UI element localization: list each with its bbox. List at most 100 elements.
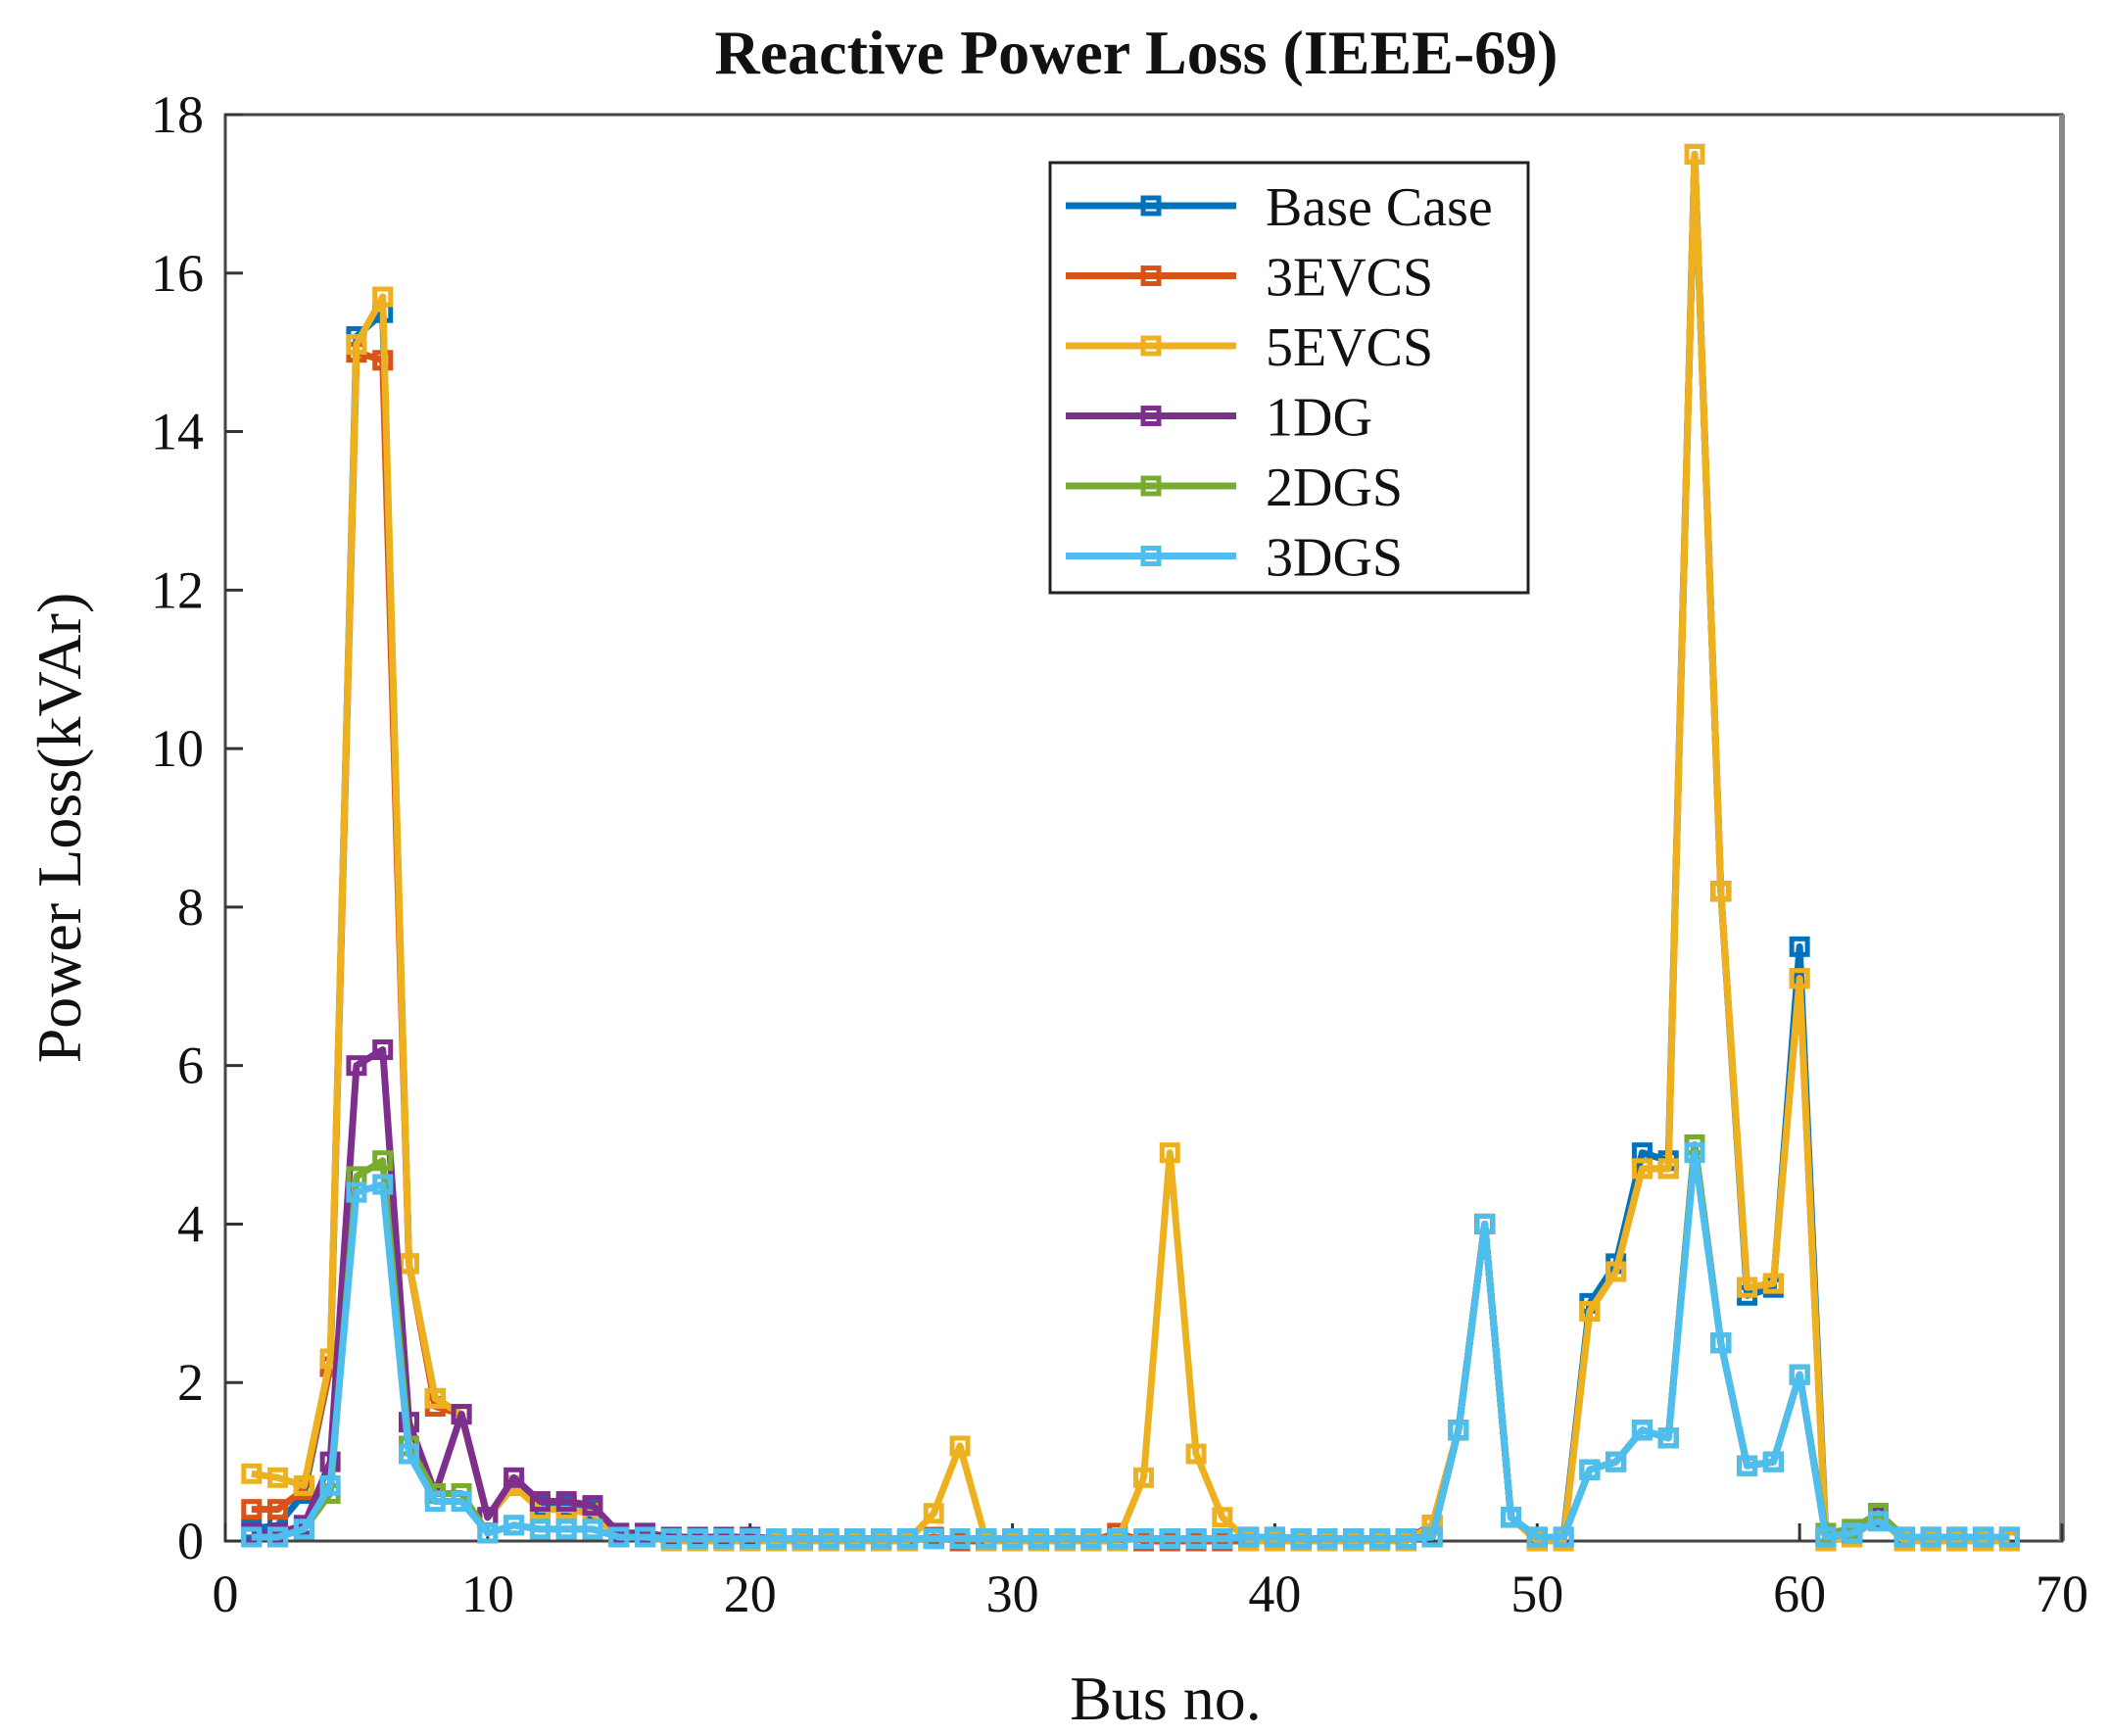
data-point <box>1107 1528 1128 1550</box>
data-point <box>660 1528 682 1550</box>
data-point <box>1054 1528 1076 1550</box>
data-point <box>1710 1332 1732 1354</box>
axis-ticks: 0 10 20 30 40 50 60 70 0 2 4 6 8 10 12 14 16 18 <box>151 85 2088 1623</box>
legend-marker <box>1140 265 1162 286</box>
data-point <box>766 1528 787 1550</box>
x-tick-label: 50 <box>1510 1565 1563 1623</box>
data-point <box>923 1528 944 1550</box>
data-point <box>582 1519 603 1540</box>
data-point <box>503 1515 525 1536</box>
data-point <box>1579 1300 1601 1322</box>
legend-entry: 2DGS <box>1066 458 1403 518</box>
data-point <box>399 1443 419 1465</box>
data-point <box>1631 1420 1653 1441</box>
data-point <box>1028 1528 1049 1550</box>
data-point <box>1080 1528 1102 1550</box>
data-point <box>791 1528 813 1550</box>
series-line <box>251 1149 2010 1543</box>
data-point <box>267 1467 289 1488</box>
data-point <box>1789 968 1810 989</box>
data-point <box>740 1528 761 1550</box>
data-point <box>267 1526 289 1548</box>
x-tick-label: 0 <box>213 1565 239 1623</box>
legend-entry: 5EVCS <box>1066 317 1433 378</box>
data-point <box>1762 1451 1784 1472</box>
data-point <box>1212 1507 1233 1528</box>
data-point <box>346 334 367 356</box>
data-point <box>267 1499 289 1520</box>
data-point <box>1553 1526 1574 1548</box>
data-point <box>1815 1526 1837 1548</box>
legend-marker <box>1140 335 1162 357</box>
data-point <box>241 1499 263 1520</box>
data-point <box>1133 1528 1154 1550</box>
y-tick-label: 4 <box>177 1194 204 1253</box>
series-group <box>241 143 2020 1552</box>
data-point <box>1893 1526 1915 1548</box>
data-point <box>555 1519 577 1540</box>
data-point <box>923 1503 944 1524</box>
data-point <box>818 1528 839 1550</box>
legend-marker <box>1140 406 1162 426</box>
y-tick-label: 12 <box>151 560 204 619</box>
data-point <box>896 1528 918 1550</box>
data-point <box>1946 1526 1968 1548</box>
data-point <box>1448 1420 1469 1441</box>
data-point <box>1868 1511 1889 1532</box>
data-point <box>1657 1427 1679 1449</box>
data-point <box>1920 1526 1941 1548</box>
series-3dgs <box>241 1142 2020 1550</box>
data-point <box>1606 1261 1627 1282</box>
data-point <box>241 1526 263 1548</box>
data-point <box>1238 1526 1260 1548</box>
data-point <box>1002 1528 1024 1550</box>
data-point <box>1501 1507 1521 1528</box>
data-point <box>1474 1213 1496 1234</box>
data-point <box>1526 1526 1548 1548</box>
y-axis-label: Power Loss(kVAr) <box>24 593 94 1064</box>
legend-label: 3EVCS <box>1266 248 1433 309</box>
y-tick-label: 10 <box>151 719 204 778</box>
chart-title: Reactive Power Loss (IEEE-69) <box>715 18 1558 87</box>
data-point <box>319 1474 341 1496</box>
y-tick-label: 16 <box>151 244 204 303</box>
data-point <box>949 1435 971 1457</box>
legend-label: 3DGS <box>1266 528 1403 589</box>
data-point <box>1264 1526 1285 1548</box>
y-tick-label: 2 <box>177 1353 204 1412</box>
data-point <box>582 1495 603 1517</box>
data-point <box>372 1038 394 1060</box>
data-point <box>529 1491 551 1513</box>
legend-entry: Base Case <box>1066 177 1493 238</box>
x-tick-label: 70 <box>2036 1565 2088 1623</box>
legend: Base Case 3EVCS 5EVCS 1DG 2DGS 3DGS <box>1048 161 1530 595</box>
data-point <box>687 1528 708 1550</box>
data-point <box>1789 1364 1810 1385</box>
data-point <box>293 1519 314 1540</box>
data-point <box>1631 1158 1653 1180</box>
data-point <box>1290 1528 1312 1550</box>
data-point <box>976 1528 997 1550</box>
data-point <box>1421 1526 1443 1548</box>
data-point <box>1737 1277 1758 1298</box>
y-tick-label: 14 <box>151 403 204 461</box>
data-point <box>1185 1443 1207 1465</box>
legend-label: 5EVCS <box>1266 317 1433 378</box>
data-point <box>346 1055 367 1077</box>
x-tick-label: 10 <box>461 1565 514 1623</box>
data-point <box>1842 1522 1863 1544</box>
legend-label: 1DG <box>1266 388 1372 449</box>
x-tick-label: 30 <box>986 1565 1039 1623</box>
data-point <box>1317 1528 1338 1550</box>
data-point <box>1159 1142 1180 1164</box>
legend-marker <box>1140 546 1162 566</box>
legend-label: Base Case <box>1266 177 1493 238</box>
data-point <box>1369 1528 1391 1550</box>
x-axis-label: Bus no. <box>1070 1664 1262 1733</box>
data-point <box>555 1491 577 1513</box>
data-point <box>346 1181 367 1203</box>
legend-box <box>1048 161 1530 595</box>
data-point <box>608 1526 630 1548</box>
data-point <box>871 1528 892 1550</box>
